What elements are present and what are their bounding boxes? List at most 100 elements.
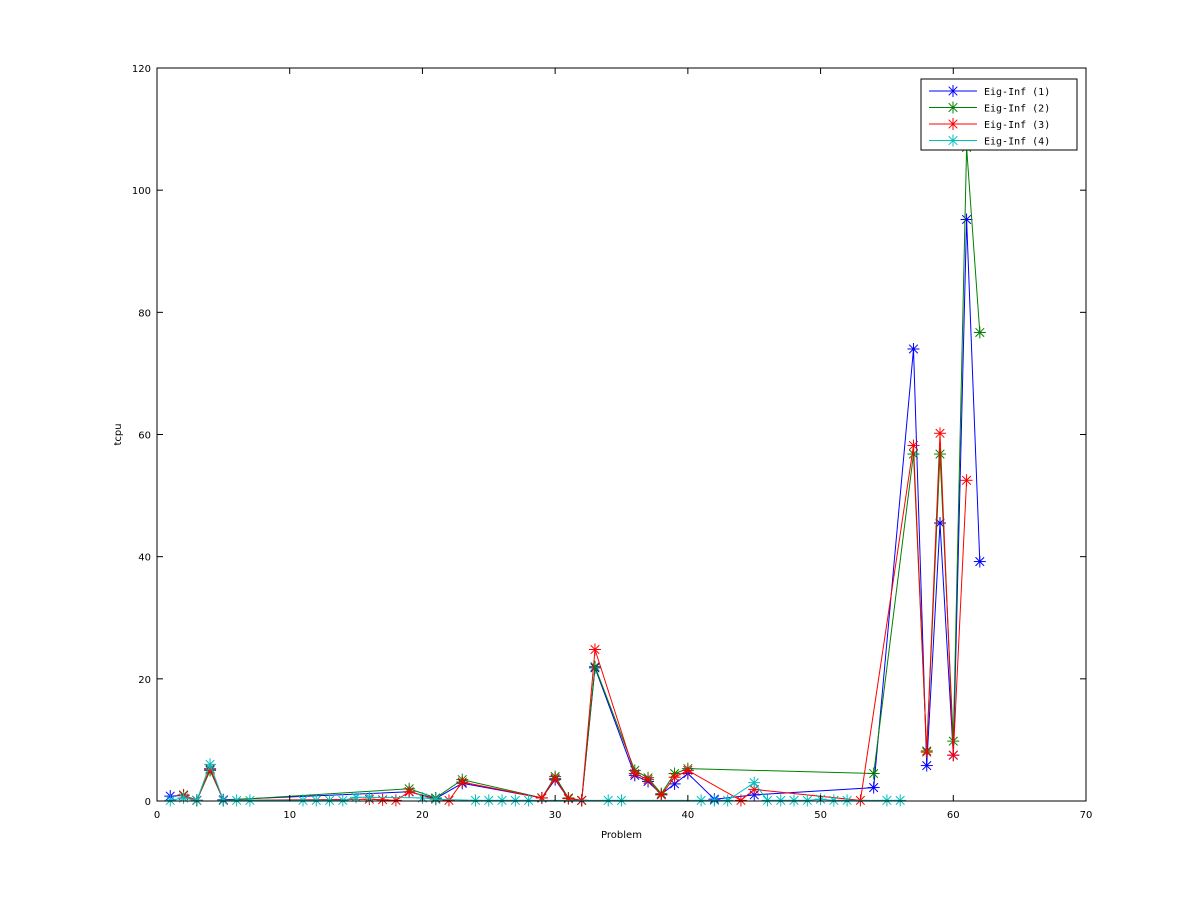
data-point-marker	[562, 792, 575, 805]
data-point-marker	[190, 794, 203, 807]
data-point-marker	[827, 794, 840, 807]
data-point-marker	[880, 794, 893, 807]
data-point-marker	[907, 342, 920, 355]
legend-entry: Eig-Inf (4)	[929, 134, 1050, 148]
x-tick-label: 70	[1080, 810, 1093, 821]
data-point-marker	[973, 555, 986, 568]
legend-label: Eig-Inf (2)	[984, 104, 1050, 115]
data-point-marker	[456, 776, 469, 789]
legend-marker	[947, 85, 959, 97]
data-point-marker	[934, 427, 947, 440]
x-tick-label: 50	[814, 810, 827, 821]
data-point-marker	[310, 794, 323, 807]
data-point-marker	[841, 794, 854, 807]
data-point-marker	[774, 794, 787, 807]
data-point-marker	[336, 794, 349, 807]
data-point-marker	[164, 794, 177, 807]
data-point-marker	[960, 474, 973, 487]
data-point-marker	[323, 794, 336, 807]
y-tick-label: 80	[138, 308, 151, 319]
data-point-marker	[734, 794, 747, 807]
data-point-marker	[535, 791, 548, 804]
y-tick-label: 100	[132, 186, 151, 197]
series-2	[177, 141, 986, 807]
x-tick-label: 0	[154, 810, 160, 821]
data-point-marker	[695, 794, 708, 807]
data-point-marker	[469, 794, 482, 807]
x-tick-label: 10	[283, 810, 296, 821]
y-axis-label: tcpu	[113, 423, 124, 445]
data-point-marker	[920, 759, 933, 772]
series-line	[170, 762, 901, 801]
x-tick-label: 30	[549, 810, 562, 821]
legend-entry: Eig-Inf (3)	[929, 118, 1050, 131]
legend-label: Eig-Inf (1)	[984, 87, 1050, 98]
data-point-marker	[549, 772, 562, 785]
data-point-marker	[496, 794, 509, 807]
y-tick-label: 0	[145, 797, 151, 808]
data-point-marker	[934, 448, 947, 461]
data-point-marker	[482, 794, 495, 807]
x-tick-label: 40	[681, 810, 694, 821]
data-point-marker	[429, 793, 442, 806]
legend-label: Eig-Inf (4)	[984, 137, 1050, 148]
data-point-marker	[894, 794, 907, 807]
legend-entry: Eig-Inf (2)	[929, 101, 1050, 115]
data-point-marker	[668, 771, 681, 784]
data-point-marker	[204, 758, 217, 771]
data-point-marker	[920, 746, 933, 759]
data-point-marker	[973, 326, 986, 339]
data-point-marker	[403, 785, 416, 798]
series-line	[183, 433, 968, 802]
x-axis-label: Problem	[601, 830, 642, 841]
x-tick-label: 20	[416, 810, 429, 821]
data-point-marker	[788, 794, 801, 807]
data-point-marker	[588, 660, 601, 673]
legend: Eig-Inf (1) Eig-Inf (2) Eig-Inf (3) Eig-Inf…	[920, 78, 1078, 151]
data-point-marker	[243, 794, 256, 807]
data-point-marker	[748, 776, 761, 789]
data-point-marker	[217, 794, 230, 807]
legend-label: Eig-Inf (3)	[984, 120, 1050, 131]
data-point-marker	[947, 749, 960, 762]
series-4	[164, 758, 907, 807]
data-point-marker	[615, 794, 628, 807]
plot-series-group	[164, 141, 986, 807]
data-point-marker	[376, 793, 389, 806]
data-point-marker	[602, 794, 615, 807]
y-tick-label: 60	[138, 431, 151, 442]
x-tick-label: 60	[947, 810, 960, 821]
data-point-marker	[867, 767, 880, 780]
series-line	[183, 147, 981, 802]
series-3	[177, 427, 973, 807]
data-point-marker	[442, 794, 455, 807]
data-point-marker	[801, 794, 814, 807]
data-point-marker	[721, 794, 734, 807]
legend-marker	[947, 101, 959, 114]
data-point-marker	[947, 735, 960, 748]
y-tick-label: 40	[138, 553, 151, 564]
series-line	[170, 219, 981, 802]
legend-marker	[947, 134, 959, 147]
axis-ticks-group: 0 10 20 30 40 50 60 70 0 20 40 60 80 100 120	[132, 64, 1092, 821]
data-point-marker	[177, 791, 190, 804]
data-point-marker	[363, 791, 376, 804]
data-point-marker	[296, 794, 309, 807]
data-point-marker	[681, 764, 694, 777]
data-point-marker	[761, 794, 774, 807]
data-point-marker	[655, 788, 668, 801]
data-point-marker	[628, 767, 641, 780]
data-point-marker	[350, 791, 363, 804]
data-point-marker	[389, 794, 402, 807]
data-point-marker	[522, 794, 535, 807]
data-point-marker	[588, 643, 601, 656]
data-point-marker	[642, 773, 655, 786]
legend-entry: Eig-Inf (1)	[929, 85, 1050, 98]
data-point-marker	[960, 213, 973, 226]
series-1	[164, 213, 986, 807]
data-point-marker	[509, 794, 522, 807]
y-tick-label: 120	[132, 64, 151, 75]
data-point-marker	[907, 439, 920, 452]
data-point-marker	[867, 781, 880, 794]
